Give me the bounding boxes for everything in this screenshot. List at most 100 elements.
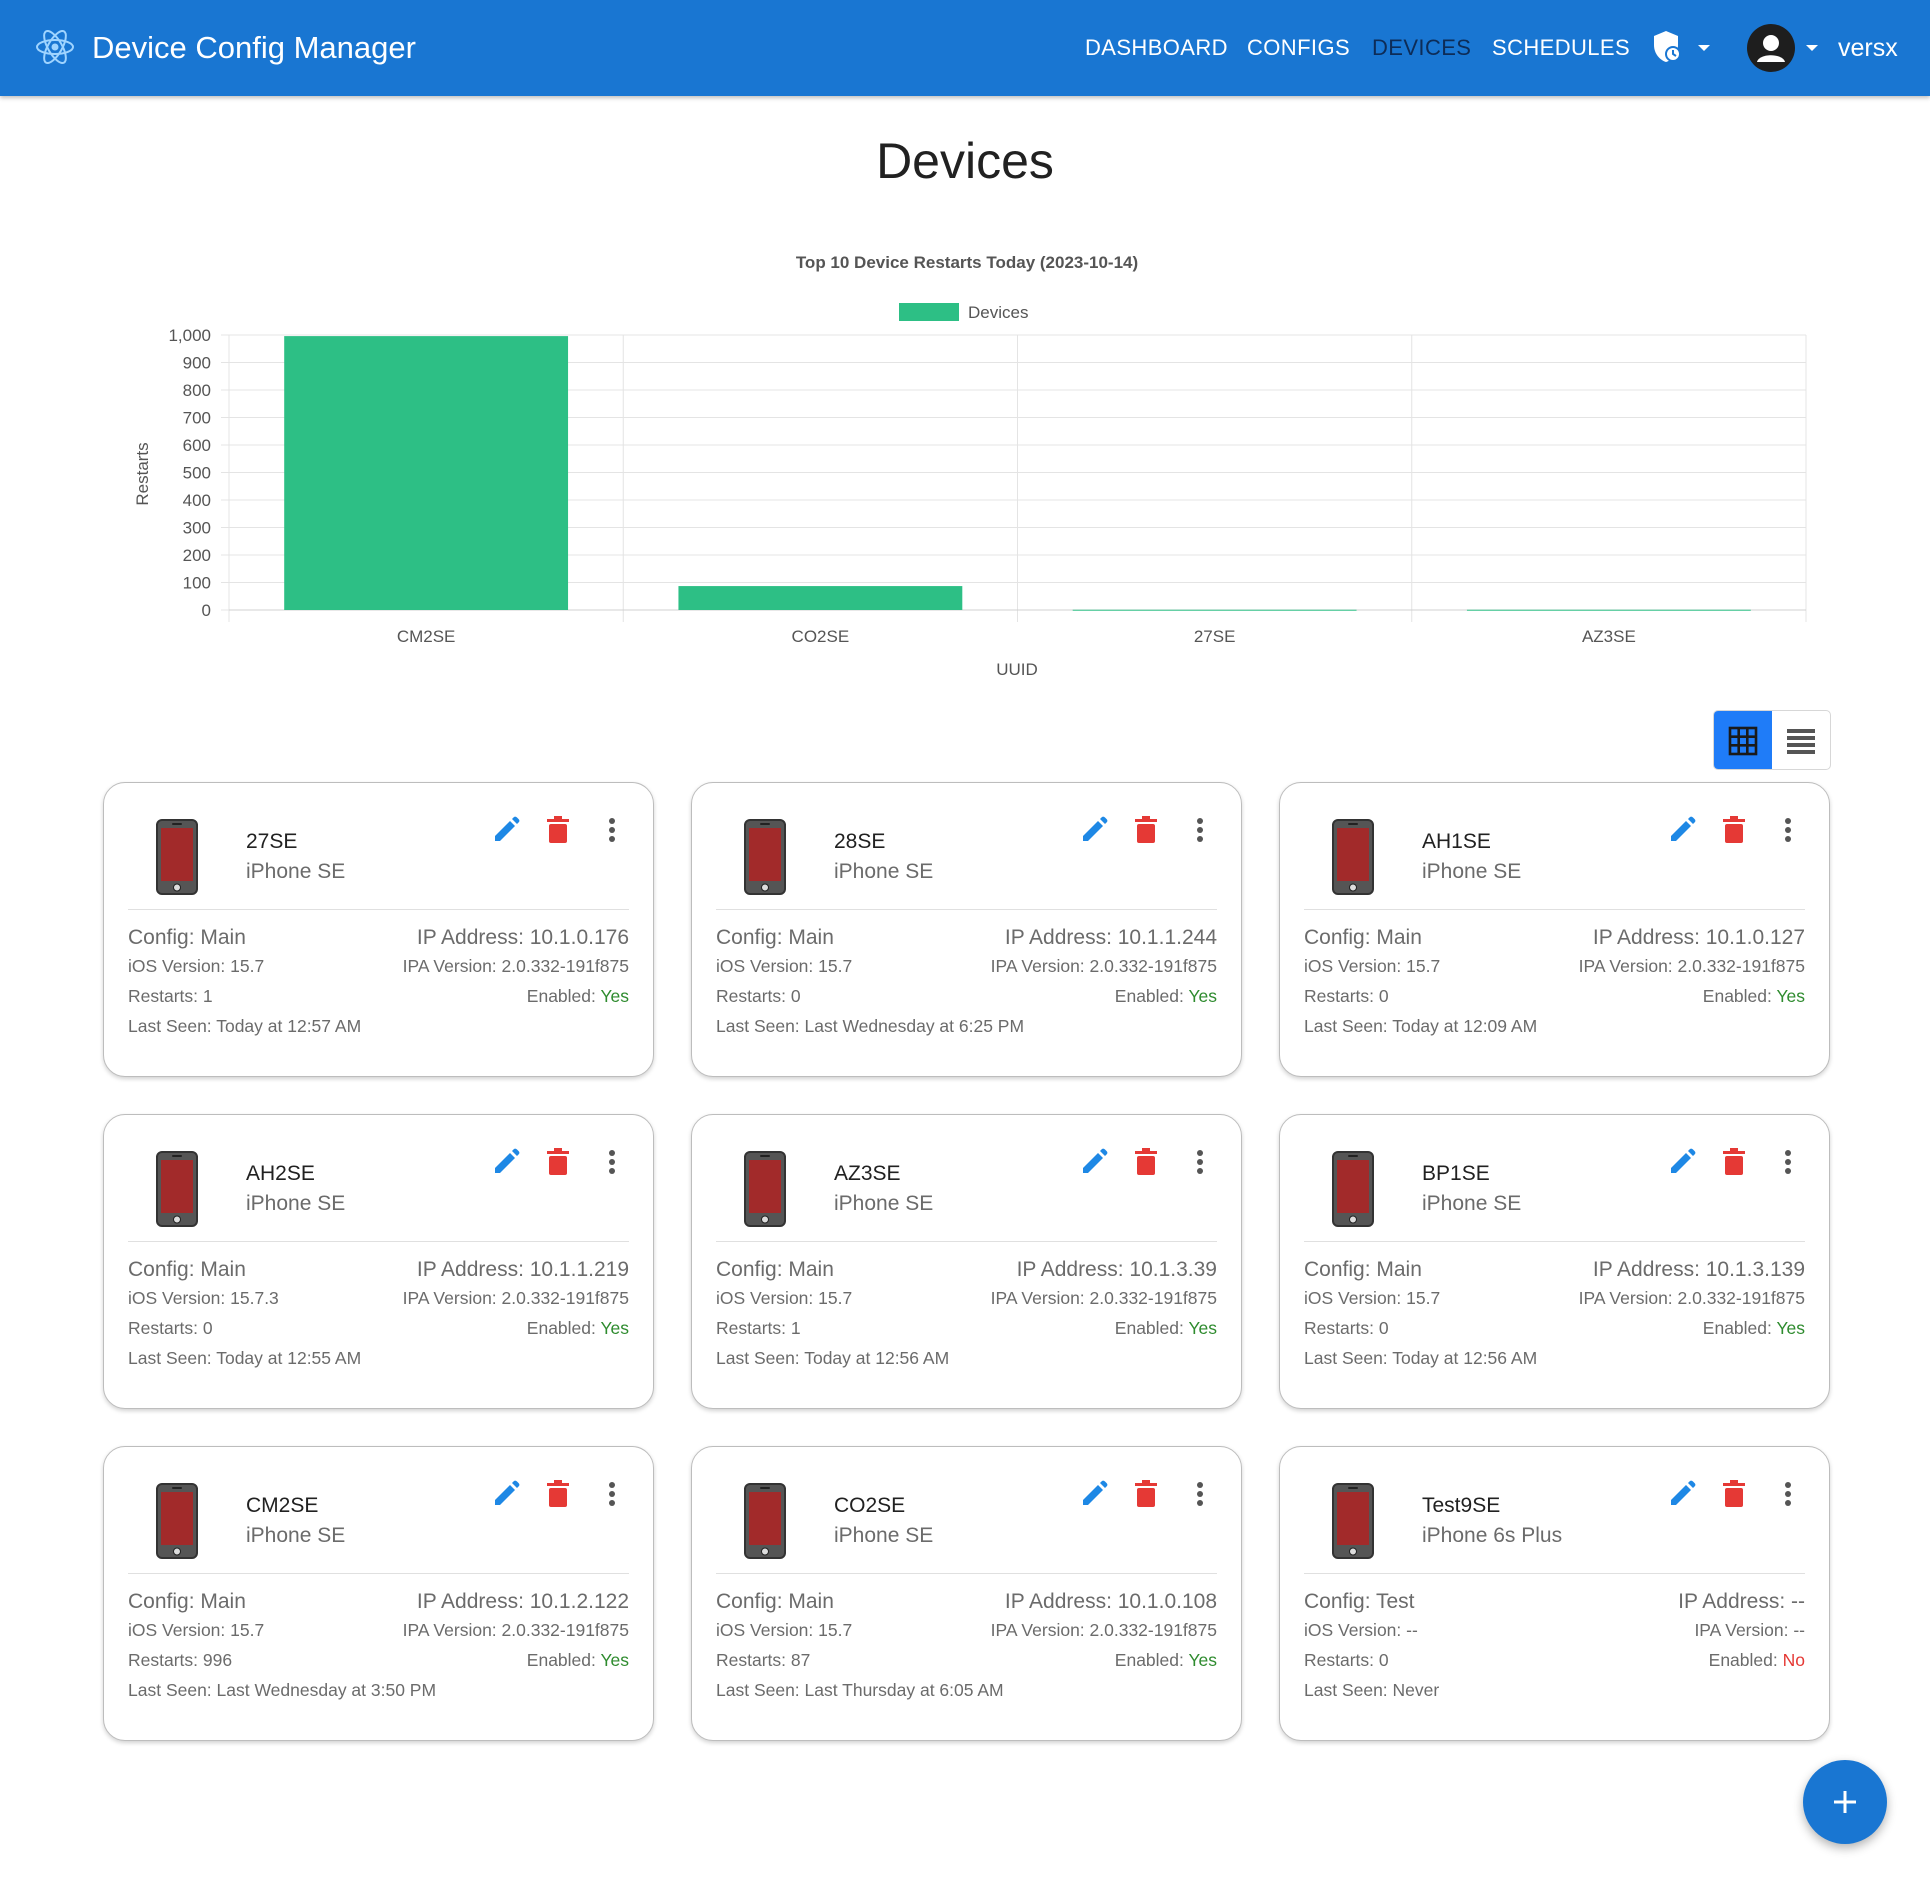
device-ipa-version: IPA Version: 2.0.332-191f875: [402, 1620, 629, 1640]
view-toggle: [1713, 710, 1831, 770]
device-model: iPhone SE: [1422, 860, 1522, 883]
delete-icon[interactable]: [1129, 1477, 1163, 1511]
device-ios-version: iOS Version: 15.7: [1304, 1288, 1441, 1308]
delete-icon[interactable]: [541, 1477, 575, 1511]
device-enabled-label: Enabled:: [1114, 986, 1184, 1006]
edit-icon[interactable]: [1077, 813, 1111, 847]
card-divider: [716, 909, 1217, 910]
device-card[interactable]: 28SE iPhone SE Config: Main IP Address: 10.…: [691, 782, 1242, 1077]
card-divider: [716, 1241, 1217, 1242]
app-title[interactable]: Device Config Manager: [92, 30, 416, 65]
device-card[interactable]: 27SE iPhone SE Config: Main IP Address: 10.…: [103, 782, 654, 1077]
x-tick-label: 27SE: [1194, 627, 1236, 646]
device-last-seen: Last Seen: Today at 12:57 AM: [128, 1016, 362, 1036]
y-tick-label: 800: [183, 381, 211, 400]
edit-icon[interactable]: [1077, 1477, 1111, 1511]
more-options-icon[interactable]: [1771, 1477, 1805, 1511]
bar-27se[interactable]: [1072, 609, 1357, 611]
device-ipa-version: IPA Version: --: [1694, 1620, 1805, 1640]
app-bar: Device Config Manager DASHBOARD CONFIGS …: [0, 0, 1930, 96]
legend-swatch[interactable]: [899, 303, 959, 321]
device-card[interactable]: CO2SE iPhone SE Config: Main IP Address: 10…: [691, 1446, 1242, 1741]
username[interactable]: versx: [1838, 34, 1898, 62]
device-enabled-label: Enabled:: [1114, 1650, 1184, 1670]
device-last-seen: Last Seen: Last Wednesday at 3:50 PM: [128, 1680, 437, 1700]
card-divider: [128, 1241, 629, 1242]
nav-configs[interactable]: CONFIGS: [1247, 35, 1351, 60]
card-divider: [1304, 909, 1805, 910]
device-last-seen: Last Seen: Today at 12:09 AM: [1304, 1016, 1538, 1036]
device-ios-version: iOS Version: 15.7: [716, 1288, 853, 1308]
bar-co2se[interactable]: [678, 586, 963, 610]
device-card[interactable]: AZ3SE iPhone SE Config: Main IP Address: 10…: [691, 1114, 1242, 1409]
device-name: Test9SE: [1422, 1494, 1501, 1517]
delete-icon[interactable]: [1129, 813, 1163, 847]
device-card[interactable]: AH2SE iPhone SE Config: Main IP Address: 10…: [103, 1114, 654, 1409]
delete-icon[interactable]: [1717, 1477, 1751, 1511]
bar-cm2se[interactable]: [284, 336, 569, 610]
device-config: Config: Main: [128, 1590, 246, 1613]
react-logo-icon[interactable]: [34, 26, 76, 68]
device-enabled-value: Yes: [1188, 1650, 1217, 1670]
device-name: AH2SE: [246, 1162, 315, 1185]
grid-view-button[interactable]: [1714, 711, 1772, 769]
phone-icon: [1332, 819, 1374, 895]
more-options-icon[interactable]: [595, 813, 629, 847]
device-enabled-label: Enabled:: [1708, 1650, 1778, 1670]
device-model: iPhone SE: [1422, 1192, 1522, 1215]
delete-icon[interactable]: [1129, 1145, 1163, 1179]
nav-devices[interactable]: DEVICES: [1372, 35, 1472, 60]
device-card[interactable]: Test9SE iPhone 6s Plus Config: Test IP Addr…: [1279, 1446, 1830, 1741]
device-card[interactable]: AH1SE iPhone SE Config: Main IP Address: 10…: [1279, 782, 1830, 1077]
device-card[interactable]: CM2SE iPhone SE Config: Main IP Address: 10…: [103, 1446, 654, 1741]
list-icon: [1787, 729, 1815, 754]
legend-label[interactable]: Devices: [968, 303, 1028, 322]
delete-icon[interactable]: [541, 1145, 575, 1179]
device-ios-version: iOS Version: 15.7.3: [128, 1288, 279, 1308]
edit-icon[interactable]: [489, 1477, 523, 1511]
more-options-icon[interactable]: [595, 1145, 629, 1179]
user-menu-chevron-down-icon[interactable]: [1806, 45, 1818, 51]
device-ip: IP Address: --: [1678, 1590, 1805, 1613]
user-avatar[interactable]: [1747, 24, 1795, 72]
chart-title: Top 10 Device Restarts Today (2023-10-14…: [796, 253, 1138, 272]
more-options-icon[interactable]: [1183, 813, 1217, 847]
bar-az3se[interactable]: [1466, 609, 1751, 611]
delete-icon[interactable]: [1717, 1145, 1751, 1179]
device-ip: IP Address: 10.1.0.127: [1592, 926, 1805, 949]
y-tick-label: 400: [183, 491, 211, 510]
edit-icon[interactable]: [1665, 813, 1699, 847]
more-options-icon[interactable]: [595, 1477, 629, 1511]
more-options-icon[interactable]: [1771, 1145, 1805, 1179]
phone-icon: [1332, 1151, 1374, 1227]
x-axis-label: UUID: [996, 660, 1038, 679]
device-ios-version: iOS Version: 15.7: [716, 956, 853, 976]
edit-icon[interactable]: [1665, 1477, 1699, 1511]
more-options-icon[interactable]: [1183, 1477, 1217, 1511]
add-device-button[interactable]: [1803, 1760, 1887, 1844]
y-tick-label: 0: [202, 601, 211, 620]
edit-icon[interactable]: [1077, 1145, 1111, 1179]
device-config: Config: Test: [1304, 1590, 1415, 1613]
edit-icon[interactable]: [1665, 1145, 1699, 1179]
list-view-button[interactable]: [1772, 711, 1830, 769]
y-tick-label: 600: [183, 436, 211, 455]
device-enabled-value: Yes: [600, 1318, 629, 1338]
delete-icon[interactable]: [1717, 813, 1751, 847]
more-options-icon[interactable]: [1771, 813, 1805, 847]
nav-schedules[interactable]: SCHEDULES: [1492, 35, 1631, 60]
device-name: AZ3SE: [834, 1162, 901, 1185]
device-enabled-label: Enabled:: [526, 1650, 596, 1670]
edit-icon[interactable]: [489, 1145, 523, 1179]
page-title: Devices: [876, 133, 1054, 189]
edit-icon[interactable]: [489, 813, 523, 847]
nav-dashboard[interactable]: DASHBOARD: [1085, 35, 1228, 60]
admin-shield-icon[interactable]: [1652, 30, 1682, 64]
more-options-icon[interactable]: [1183, 1145, 1217, 1179]
x-tick-label: CO2SE: [792, 627, 850, 646]
card-divider: [1304, 1241, 1805, 1242]
admin-menu-chevron-down-icon[interactable]: [1698, 45, 1710, 51]
device-restarts: Restarts: 1: [716, 1318, 801, 1338]
device-card[interactable]: BP1SE iPhone SE Config: Main IP Address: 10…: [1279, 1114, 1830, 1409]
delete-icon[interactable]: [541, 813, 575, 847]
